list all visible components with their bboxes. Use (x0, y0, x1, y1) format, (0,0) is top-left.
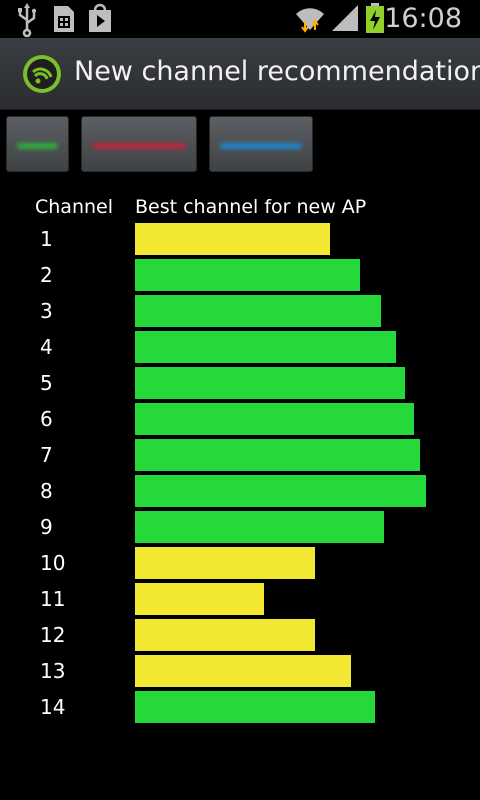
filter-red-button[interactable] (81, 116, 197, 172)
channel-label-2: 2 (40, 263, 53, 287)
channel-bar-14 (135, 691, 375, 723)
channel-bar-7 (135, 439, 420, 471)
action-bar: New channel recommendation (0, 38, 480, 110)
blue-indicator (220, 143, 302, 149)
channel-bar-8 (135, 475, 426, 507)
channel-label-10: 10 (40, 551, 66, 575)
channel-label-7: 7 (40, 443, 53, 467)
sim-icon (54, 6, 74, 32)
play-store-icon (89, 3, 111, 32)
best-channel-header: Best channel for new AP (135, 196, 367, 218)
channel-bar-1 (135, 223, 330, 255)
channel-label-8: 8 (40, 479, 53, 503)
filter-green-button[interactable] (6, 116, 69, 172)
channel-label-14: 14 (40, 695, 66, 719)
channel-header: Channel (35, 196, 114, 218)
green-indicator (17, 143, 58, 149)
filter-blue-button[interactable] (209, 116, 313, 172)
channel-bar-9 (135, 511, 384, 543)
wifi-icon (296, 8, 324, 33)
channel-bar-4 (135, 331, 396, 363)
channel-bar-3 (135, 295, 381, 327)
channel-bar-11 (135, 583, 264, 615)
channel-label-12: 12 (40, 623, 66, 647)
channel-label-11: 11 (40, 587, 66, 611)
red-indicator (92, 143, 186, 149)
channel-bar-5 (135, 367, 405, 399)
wifi-app-icon[interactable] (22, 54, 62, 94)
clock: 16:08 (384, 3, 462, 34)
battery-charging-icon (366, 3, 384, 33)
channel-label-9: 9 (40, 515, 53, 539)
signal-icon (332, 5, 358, 31)
channel-label-5: 5 (40, 371, 53, 395)
channel-bar-10 (135, 547, 315, 579)
channel-bar-13 (135, 655, 351, 687)
channel-label-6: 6 (40, 407, 53, 431)
channel-label-4: 4 (40, 335, 53, 359)
channel-label-1: 1 (40, 227, 53, 251)
channel-bar-2 (135, 259, 360, 291)
page-title: New channel recommendation (74, 56, 480, 87)
channel-label-3: 3 (40, 299, 53, 323)
status-bar: 16:08 (0, 0, 480, 38)
usb-icon (18, 3, 37, 38)
channel-bar-6 (135, 403, 414, 435)
channel-label-13: 13 (40, 659, 66, 683)
channel-bar-12 (135, 619, 315, 651)
